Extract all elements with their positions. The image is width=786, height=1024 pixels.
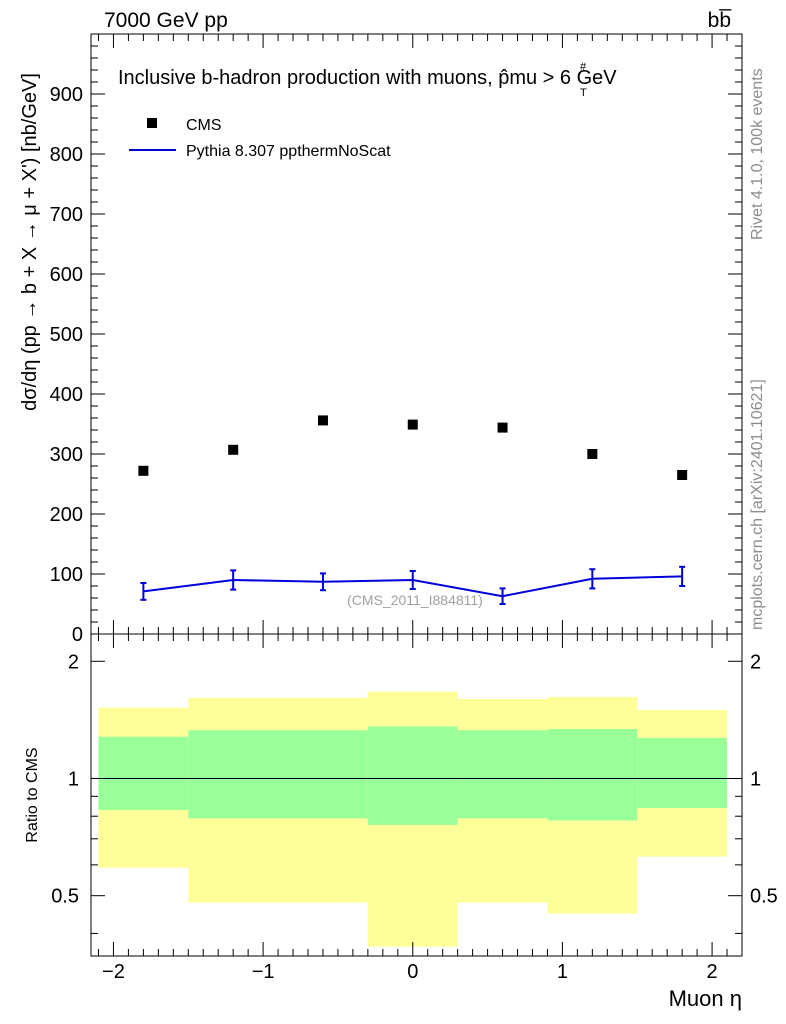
ratio-inner-band [188,730,368,819]
process-label: bb̅ [708,9,733,32]
main-y-tick-label: 0 [72,624,83,646]
cms-data-point [138,465,149,476]
main-y-tick-label: 900 [50,84,83,106]
ratio-y-tick-label-right: 1 [750,768,761,790]
ratio-y-axis-label: Ratio to CMS [24,747,41,842]
main-y-tick-label: 300 [50,444,83,466]
ratio-x-ticks: −2 −1 0 1 2 [97,634,743,983]
ratio-inner-band [457,730,548,819]
cms-data-point [228,444,239,455]
main-y-tick-label: 500 [50,324,83,346]
main-y-tick-label: 100 [50,564,83,586]
ratio-y-tick-label: 0.5 [51,886,79,908]
main-y-axis-label: dσ/dη (pp → b + X → μ + X') [nb/GeV] [19,73,41,411]
mcplots-label: mcplots.cern.ch [arXiv:2401.10621] [749,379,766,630]
main-y-tick-label: 600 [50,264,83,286]
ratio-y-ticks: 0.5 0.5 1 1 2 2 [51,651,778,934]
cms-data-point [587,449,598,459]
ratio-y-tick-label: 2 [68,651,79,673]
main-y-tick-label: 700 [50,204,83,226]
main-y-tick-label: 400 [50,384,83,406]
ratio-y-tick-label-right: 0.5 [750,886,778,908]
title-superscript: # [580,61,587,73]
ratio-panel-frame [90,633,743,957]
ratio-y-tick-label: 1 [68,768,79,790]
x-tick-label: 1 [557,961,568,983]
ratio-inner-band [367,726,458,825]
cms-data-point [677,470,688,480]
cms-data-point [317,415,328,426]
legend-cms-marker [147,118,157,128]
main-title: Inclusive b-hadron production with muons… [118,67,617,89]
ratio-inner-band [98,736,189,810]
cms-series [138,415,688,480]
energy-label: 7000 GeV pp [104,9,228,32]
main-y-tick-label: 800 [50,144,83,166]
ratio-inner-band [637,738,728,808]
x-tick-label: 0 [407,961,418,983]
legend-cms-label: CMS [186,117,222,134]
analysis-watermark: (CMS_2011_I884811) [347,592,483,608]
x-tick-label: −2 [102,961,125,983]
x-axis-label: Muon η [669,986,742,1011]
main-x-ticks [97,34,743,634]
ratio-y-tick-label-right: 2 [750,651,761,673]
legend-pythia-label: Pythia 8.307 ppthermNoScat [186,143,391,160]
pythia-series [140,565,686,605]
rivet-label: Rivet 4.1.0, 100k events [749,68,766,240]
x-tick-label: 2 [707,961,718,983]
ratio-inner-band [547,728,638,821]
ratio-bands [98,691,728,947]
cms-data-point [497,422,508,433]
main-y-tick-label: 200 [50,504,83,526]
x-tick-label: −1 [252,961,275,983]
cms-data-point [407,419,418,430]
title-subscript: T [580,87,587,99]
main-y-ticks: 0 100 200 300 400 500 600 700 800 900 [50,33,742,646]
